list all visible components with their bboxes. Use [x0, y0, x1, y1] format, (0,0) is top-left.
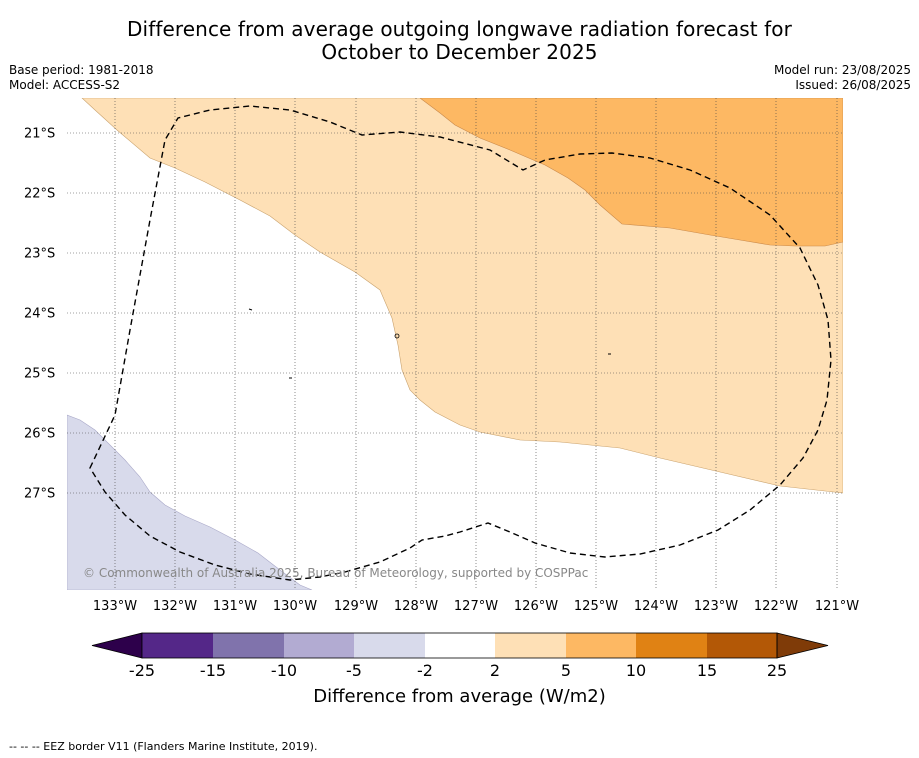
lat-label: 27°S: [24, 486, 56, 502]
base-period: Base period: 1981-2018: [9, 63, 154, 77]
colorbar-outline: [141, 632, 778, 659]
lat-label: 26°S: [24, 426, 56, 442]
anomaly-region-5-to-10: [419, 98, 843, 247]
island-1: [248, 308, 253, 311]
colorbar-swatch: [354, 633, 425, 658]
lat-label: 25°S: [24, 366, 56, 382]
colorbar-tick: 5: [560, 661, 572, 680]
lon-label: 130°W: [272, 599, 318, 614]
colorbar-tick: -15: [199, 661, 227, 680]
meta-right: Model run: 23/08/2025 Issued: 26/08/2025: [774, 63, 911, 93]
copyright-notice: © Commonwealth of Australia 2025, Bureau…: [83, 566, 589, 580]
colorbar-tick: 2: [489, 661, 501, 680]
eez-border: [89, 105, 832, 581]
lat-label: 21°S: [24, 126, 56, 142]
colorbar-swatch: [284, 633, 354, 658]
lon-label: 131°W: [212, 599, 258, 614]
colorbar-swatch: [495, 633, 566, 658]
colorbar-swatches: [91, 632, 829, 659]
map-plot: [67, 98, 843, 590]
lon-label: 124°W: [633, 599, 679, 614]
island-4: [394, 333, 400, 339]
gridlines: [67, 98, 843, 590]
colorbar-tick: -2: [417, 661, 433, 680]
colorbar-tick: -10: [270, 661, 298, 680]
lon-label: 125°W: [573, 599, 619, 614]
title-line-2: October to December 2025: [321, 40, 598, 64]
colorbar-swatch: [425, 633, 495, 658]
colorbar-swatch: [142, 633, 213, 658]
colorbar-tick: 25: [766, 661, 788, 680]
colorbar-tick: 10: [625, 661, 647, 680]
lat-label: 22°S: [24, 186, 56, 202]
model-run: Model run: 23/08/2025: [773, 63, 911, 77]
colorbar-swatch: [566, 633, 636, 658]
meta-left: Base period: 1981-2018 Model: ACCESS-S2: [9, 63, 154, 93]
map-title: Difference from average outgoing longwav…: [0, 18, 919, 64]
issued-date: Issued: 26/08/2025: [795, 78, 911, 92]
colorbar-extend-high: [776, 632, 829, 659]
colorbar-tick: -25: [128, 661, 156, 680]
colorbar-swatch: [636, 633, 707, 658]
lon-label: 132°W: [152, 599, 198, 614]
lat-label: 23°S: [24, 246, 56, 262]
title-line-1: Difference from average outgoing longwav…: [127, 17, 792, 41]
lon-label: 127°W: [453, 599, 499, 614]
colorbar-swatch: [213, 633, 284, 658]
lon-label: 122°W: [753, 599, 799, 614]
lon-label: 126°W: [513, 599, 559, 614]
lon-label: 123°W: [693, 599, 739, 614]
colorbar-swatch: [707, 633, 777, 658]
model-name: Model: ACCESS-S2: [9, 78, 121, 92]
colorbar-tick: 15: [696, 661, 718, 680]
colorbar-tick: -5: [346, 661, 362, 680]
lon-label: 121°W: [814, 599, 860, 614]
colorbar-extend-low: [91, 632, 143, 659]
anomaly-region-minus5-to-minus2: [67, 414, 313, 590]
lon-label: 128°W: [393, 599, 439, 614]
lon-label: 133°W: [92, 599, 138, 614]
lat-label: 24°S: [24, 306, 56, 322]
lon-label: 129°W: [333, 599, 379, 614]
eez-footnote: -- -- -- EEZ border V11 (Flanders Marine…: [9, 740, 318, 753]
colorbar-label: Difference from average (W/m2): [313, 686, 606, 707]
